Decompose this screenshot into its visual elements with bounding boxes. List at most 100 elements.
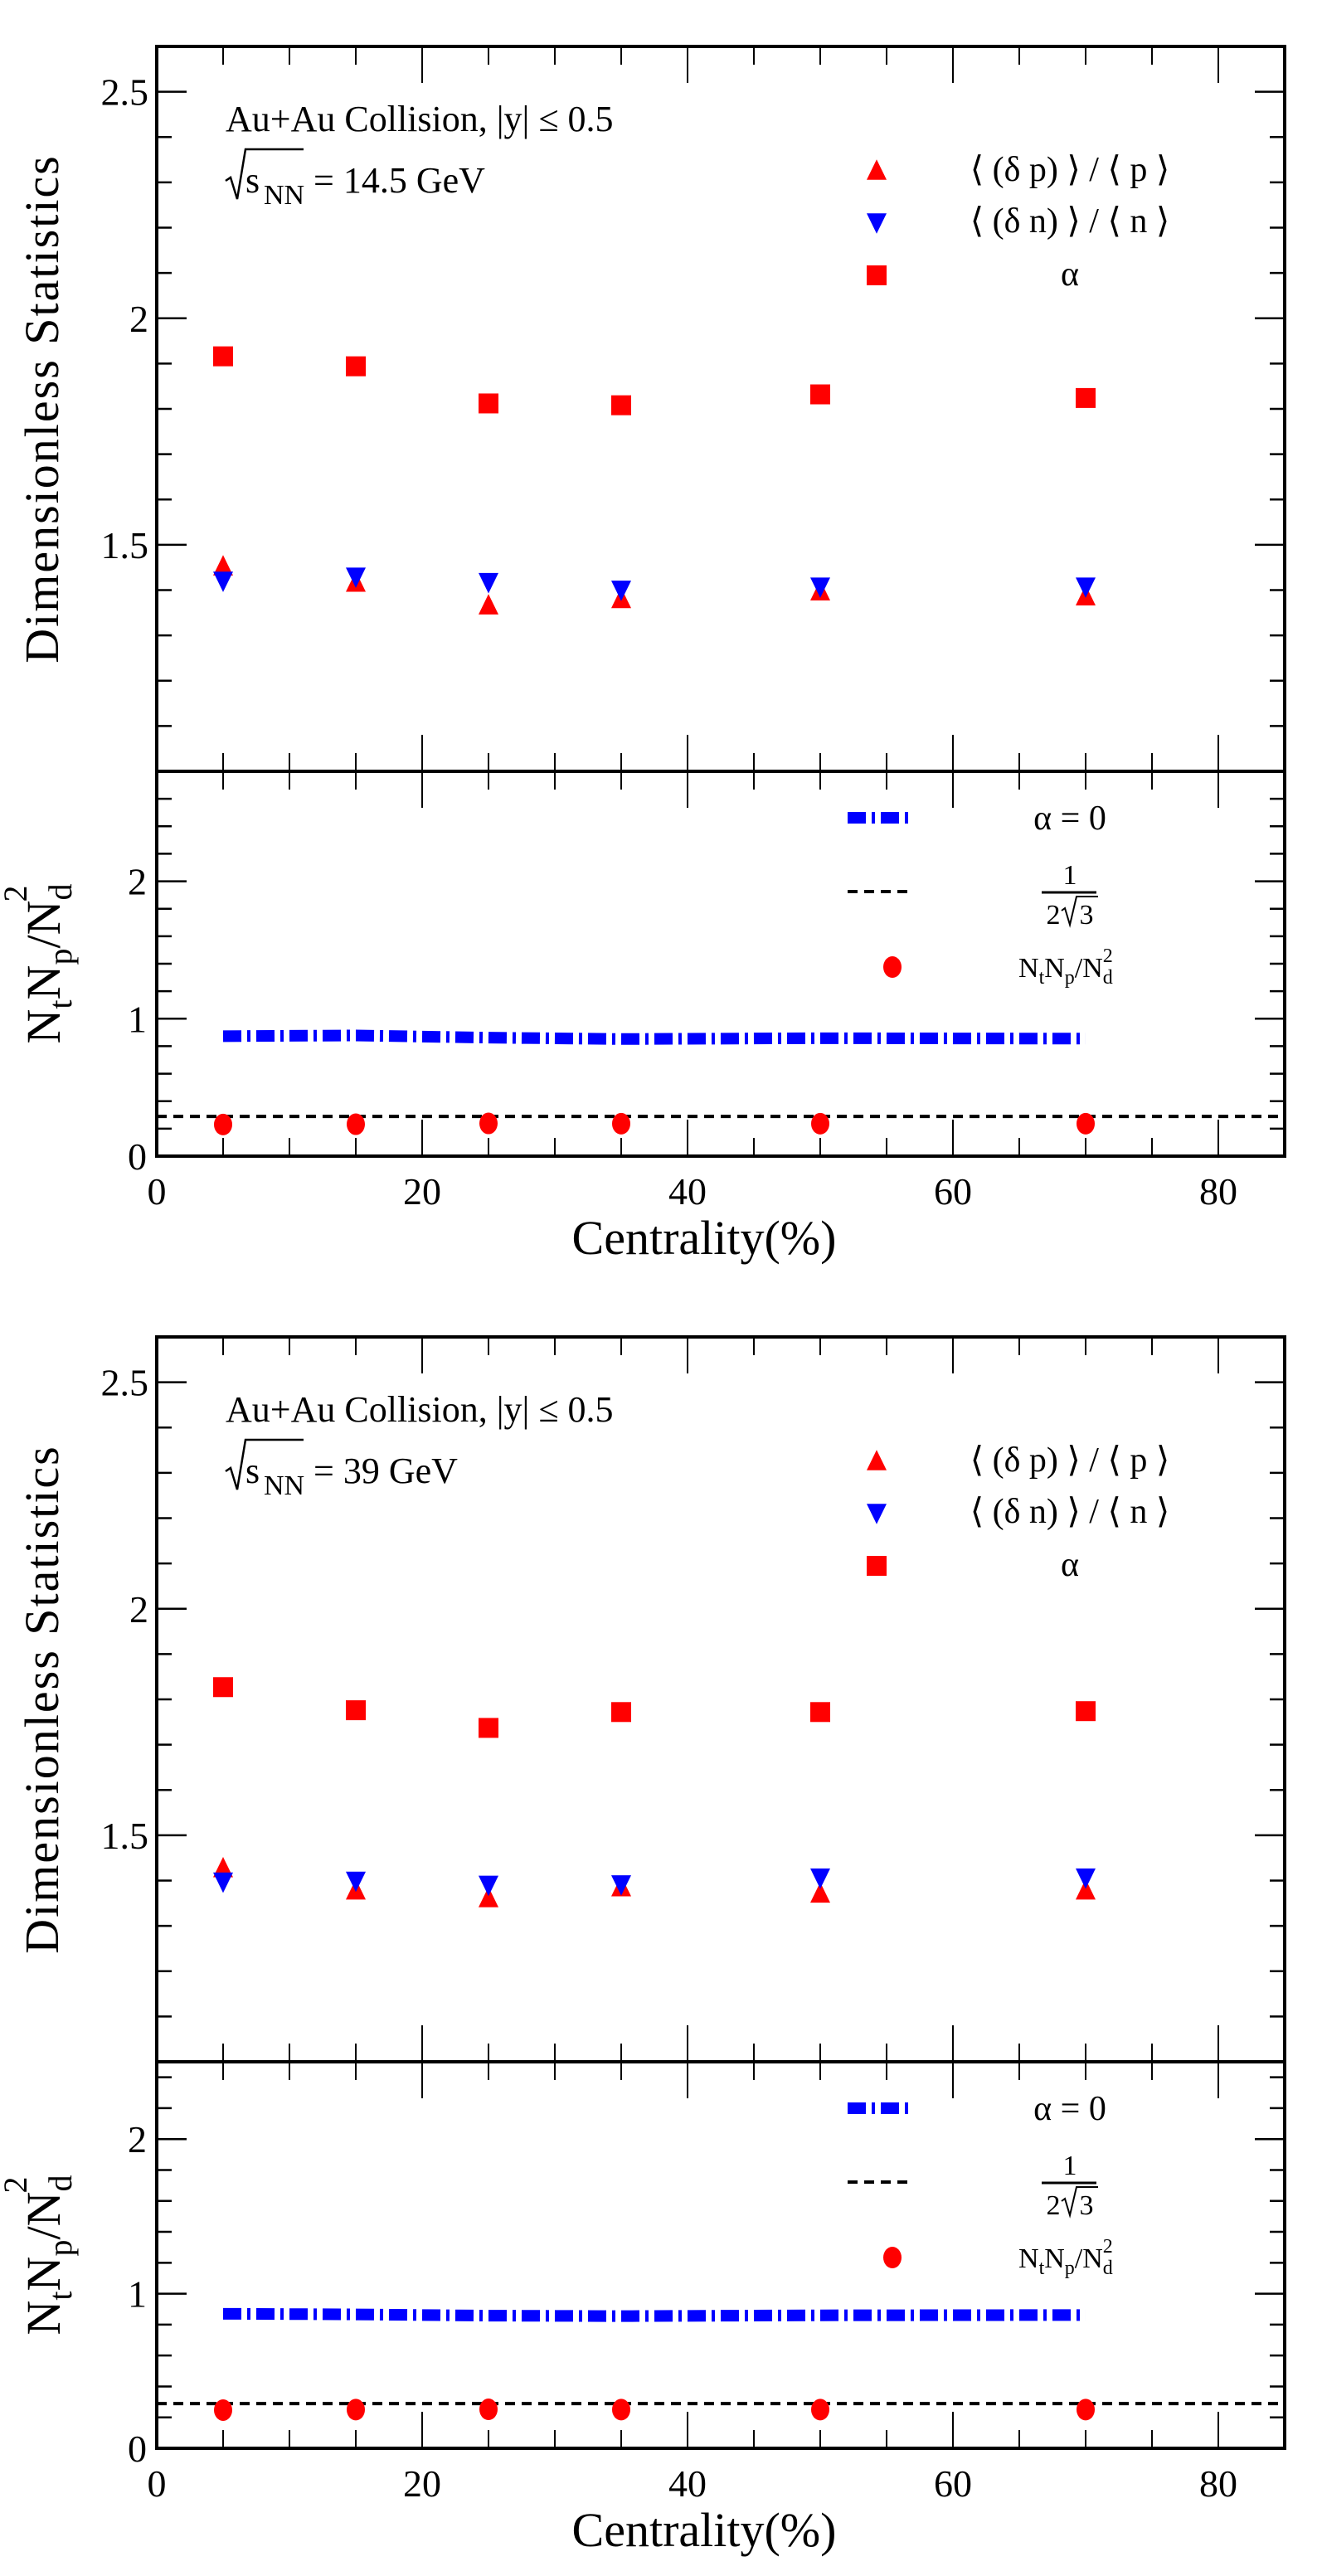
legend-label: α <box>1061 1546 1079 1584</box>
x-tick-label: 80 <box>1199 2462 1237 2505</box>
legend-label-part: 2 <box>1103 945 1113 967</box>
legend-label-ratio: NtNp/Nd2 <box>1018 945 1113 989</box>
data-point-square <box>810 384 830 405</box>
y-axis-title-part: N <box>17 1009 70 1044</box>
data-point-triangle-up <box>810 1882 830 1903</box>
data-point-triangle-up <box>1076 1879 1096 1900</box>
legend-label-part: N <box>1018 953 1039 984</box>
legend-label-part: p <box>1065 2258 1075 2279</box>
x-tick-label: 60 <box>934 1170 972 1213</box>
legend-label-part: d <box>1103 967 1113 989</box>
legend-frac-den-2: 2 <box>1047 900 1061 931</box>
data-point-triangle-down <box>1076 577 1096 598</box>
x-tick-label: 80 <box>1199 1170 1237 1213</box>
energy-s: s <box>245 1451 260 1491</box>
alpha-zero-line <box>222 2307 1086 2322</box>
y-axis-title-part: N <box>17 2257 70 2292</box>
legend-frac-den-3: 3 <box>1080 2190 1094 2221</box>
x-tick-label: 40 <box>668 2462 707 2505</box>
data-point-square <box>213 346 233 367</box>
x-axis-title: Centrality(%) <box>572 1211 837 1265</box>
data-point-triangle-up <box>213 1856 233 1878</box>
data-point-circle <box>811 2399 829 2421</box>
y-axis-title-part: N <box>17 965 70 1000</box>
legend-frac-num: 1 <box>1063 2151 1077 2181</box>
y-axis-title-part: p <box>41 2240 79 2257</box>
data-point-triangle-down <box>479 572 498 594</box>
data-point-circle <box>479 2399 498 2421</box>
energy-s: s <box>245 160 260 201</box>
data-point-triangle-down <box>1076 1868 1096 1889</box>
x-tick-label: 60 <box>934 2462 972 2505</box>
legend-marker-triangle-up <box>867 1450 887 1470</box>
data-point-square <box>213 1677 233 1698</box>
data-point-square <box>346 1700 366 1721</box>
data-point-square <box>479 393 498 414</box>
legend-marker-triangle-down <box>867 1504 887 1524</box>
y-axis-title-part: d <box>41 2175 79 2192</box>
sqrt-icon <box>1061 896 1098 928</box>
data-point-circle <box>1077 2399 1095 2421</box>
data-point-circle <box>1077 1112 1095 1135</box>
legend-marker-square <box>867 1556 887 1576</box>
data-point-circle <box>612 2399 630 2421</box>
data-point-triangle-down <box>213 571 233 592</box>
data-point-square <box>611 395 631 416</box>
y-tick-label: 2.5 <box>101 71 149 114</box>
legend-label-part: p <box>1065 967 1075 989</box>
x-tick-label: 40 <box>668 1170 707 1213</box>
data-point-circle <box>811 1112 829 1135</box>
x-tick-label: 0 <box>148 1170 167 1213</box>
legend-label-part: t <box>1039 2258 1045 2279</box>
alpha-zero-line <box>222 1029 1086 1045</box>
y-axis-title-part: t <box>41 2291 79 2300</box>
y-axis-title-part: /N <box>17 2192 70 2240</box>
legend-label-part: 2 <box>1103 2236 1113 2258</box>
data-point-circle <box>214 2399 232 2421</box>
energy-sub: NN <box>264 1470 304 1501</box>
data-point-circle <box>347 1113 365 1135</box>
legend-label-part: /N <box>1075 953 1103 984</box>
legend-label-alpha0: α = 0 <box>1033 800 1106 838</box>
data-point-triangle-up <box>479 594 498 615</box>
data-point-square <box>810 1702 830 1723</box>
data-point-triangle-down <box>346 567 366 588</box>
collision-annotation: Au+Au Collision, |y| ≤ 0.5 <box>226 99 614 139</box>
y-tick-label: 2 <box>128 2118 147 2160</box>
energy-value: = 14.5 GeV <box>313 160 485 201</box>
y-tick-label: 1 <box>128 2273 147 2316</box>
legend-marker-circle <box>883 2247 902 2268</box>
x-tick-label: 20 <box>403 2462 441 2505</box>
data-point-square <box>1076 387 1096 408</box>
data-point-triangle-down <box>213 1872 233 1893</box>
y-tick-label: 0 <box>128 2428 147 2470</box>
data-point-triangle-down <box>611 581 631 601</box>
y-axis-title-part: 2 <box>0 886 34 902</box>
energy-annotation: s NN = 14.5 GeV <box>225 148 485 211</box>
y-tick-label: 1.5 <box>101 524 149 566</box>
y-axis-title-part: N <box>17 2301 70 2335</box>
energy-value: = 39 GeV <box>313 1451 458 1491</box>
energy-sub: NN <box>264 180 304 211</box>
lower-frame <box>155 770 1286 1158</box>
legend-label: α <box>1061 255 1079 294</box>
y-axis-title: Dimensionless Statistics <box>15 154 69 663</box>
x-tick-label: 0 <box>148 2462 167 2505</box>
y-axis-title-part: d <box>41 884 79 901</box>
data-point-square <box>346 356 366 377</box>
legend-label: ⟨ (δ n) ⟩ / ⟨ n ⟩ <box>970 202 1169 241</box>
legend-label-ratio: NtNp/Nd2 <box>1018 2236 1113 2279</box>
panel-14p5-gev: 1.5 2 2.5 Dimensionless Statistics Au+Au Col… <box>0 45 1286 1265</box>
y-axis-title-part: t <box>41 999 79 1009</box>
legend-label: ⟨ (δ p) ⟩ / ⟨ p ⟩ <box>970 1441 1169 1480</box>
y-tick-label: 2 <box>129 1588 148 1631</box>
y-axis-title: Dimensionless Statistics <box>15 1445 69 1954</box>
legend-label-part: /N <box>1075 2243 1103 2274</box>
y-axis-title-lower: NtNp/Nd2 <box>0 884 79 1044</box>
sqrt-icon <box>1061 2186 1098 2219</box>
panel-39-gev: 1.5 2 2.5 Dimensionless Statistics Au+Au Col… <box>0 1335 1286 2557</box>
legend-label-alpha0: α = 0 <box>1033 2090 1106 2128</box>
legend-frac-den-2: 2 <box>1047 2190 1061 2221</box>
y-axis-title-lower: NtNp/Nd2 <box>0 2175 79 2335</box>
